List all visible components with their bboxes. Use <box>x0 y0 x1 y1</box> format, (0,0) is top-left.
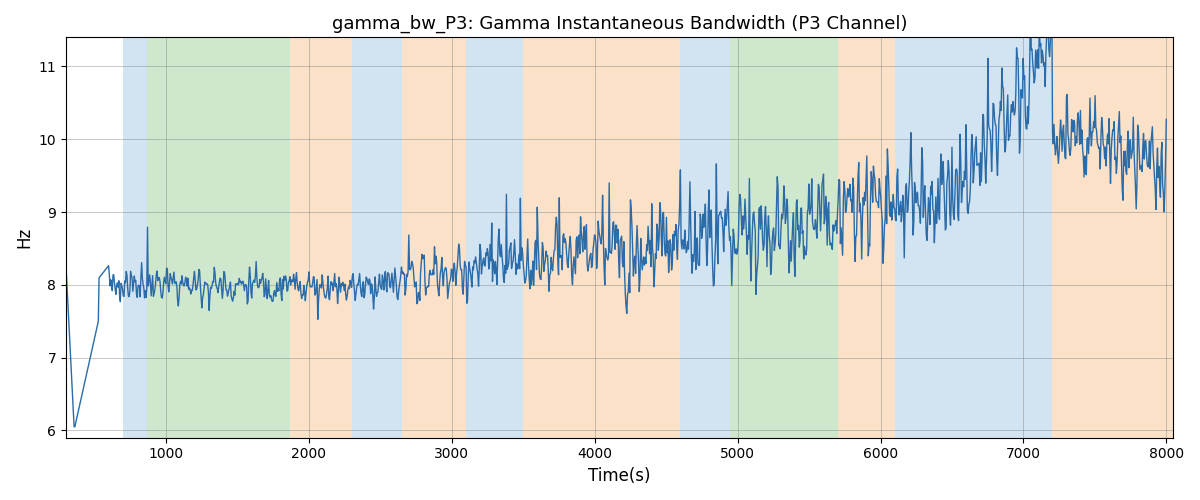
Bar <box>838 38 895 438</box>
Bar <box>124 38 148 438</box>
Bar <box>895 38 1052 438</box>
Bar <box>523 38 680 438</box>
Bar <box>466 38 523 438</box>
Bar <box>352 38 402 438</box>
Title: gamma_bw_P3: Gamma Instantaneous Bandwidth (P3 Channel): gamma_bw_P3: Gamma Instantaneous Bandwid… <box>332 15 907 34</box>
Y-axis label: Hz: Hz <box>14 227 32 248</box>
Bar <box>680 38 731 438</box>
X-axis label: Time(s): Time(s) <box>588 467 650 485</box>
Bar <box>148 38 290 438</box>
Bar <box>402 38 466 438</box>
Bar <box>731 38 838 438</box>
Bar <box>290 38 352 438</box>
Bar <box>1052 38 1181 438</box>
